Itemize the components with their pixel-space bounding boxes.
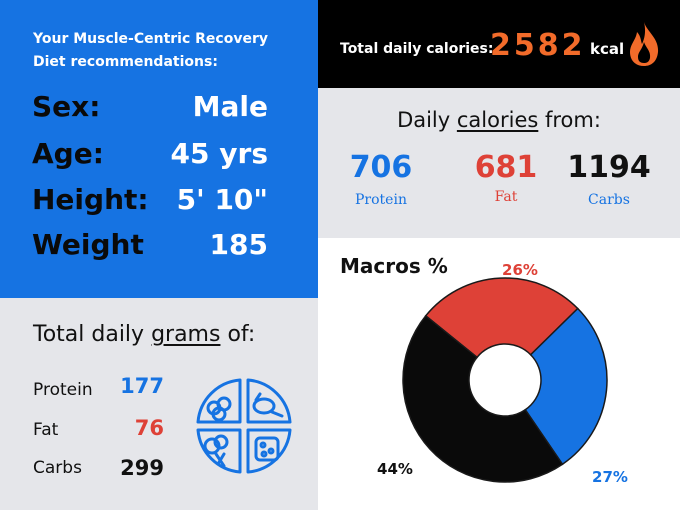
total-calories-unit: kcal (590, 40, 625, 58)
calories-title: Daily calories from: (397, 108, 601, 132)
donut-label-protein: 27% (592, 468, 628, 486)
donut-slice-fat (424, 277, 579, 359)
stat-label-sex: Sex: (32, 90, 101, 123)
chart-title: Macros % (340, 254, 448, 278)
calories-label-protein: Protein (355, 192, 407, 208)
profile-panel: Your Muscle-Centric Recovery Diet recomm… (0, 0, 318, 298)
donut-label-fat: 26% (502, 261, 538, 279)
grams-title: Total daily grams of: (33, 322, 256, 347)
grams-value-carbs: 299 (120, 456, 164, 480)
calories-label-carbs: Carbs (588, 192, 630, 208)
stat-label-weight: Weight (32, 228, 144, 261)
stat-value-height: 5' 10" (176, 183, 268, 216)
stat-value-age: 45 yrs (170, 137, 268, 170)
calories-value-fat: 681 (474, 150, 538, 185)
total-calories-label: Total daily calories: (340, 41, 494, 57)
calories-label-fat: Fat (494, 189, 518, 205)
total-calories-value: 2582 (490, 28, 586, 63)
grams-value-protein: 177 (120, 374, 164, 398)
grams-panel: Total daily grams of: Protein 177 Fat 76… (0, 298, 318, 510)
stat-value-sex: Male (192, 90, 268, 123)
grams-label-carbs: Carbs (33, 458, 82, 478)
calories-value-carbs: 1194 (567, 150, 651, 185)
donut-slice-protein (524, 307, 608, 466)
plate-food-icon (196, 378, 292, 474)
stat-value-weight: 185 (209, 228, 268, 261)
macros-donut-chart: 26% 27% 44% (377, 261, 628, 486)
stat-label-height: Height: (32, 183, 149, 216)
donut-label-carbs: 44% (377, 460, 413, 478)
flame-icon (630, 22, 659, 66)
grams-value-fat: 76 (134, 416, 164, 440)
intro-text: Your Muscle-Centric Recovery Diet recomm… (33, 31, 268, 70)
calories-breakdown-panel: Daily calories from: 706 Protein 681 Fat… (318, 88, 680, 238)
calories-value-protein: 706 (349, 150, 413, 185)
donut-slice-carbs (402, 314, 564, 483)
macros-panel: Macros % 26% 27% 44% (318, 238, 680, 510)
total-calories-panel: Total daily calories: 2582 kcal (318, 0, 680, 88)
grams-label-protein: Protein (33, 380, 93, 400)
grams-label-fat: Fat (33, 420, 59, 440)
stat-label-age: Age: (32, 137, 104, 170)
